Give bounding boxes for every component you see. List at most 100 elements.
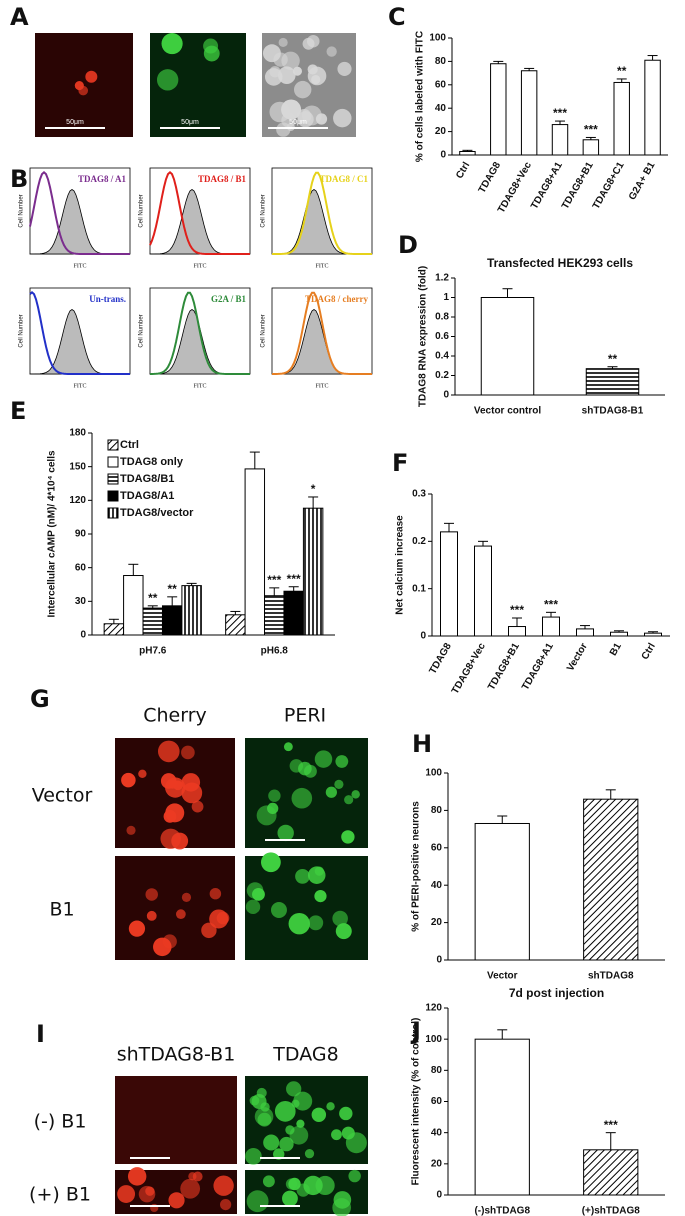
row-label: (-) B1 (34, 1111, 87, 1133)
cell (85, 70, 98, 83)
legend-swatch (107, 473, 119, 485)
chart-title: 7d post injection (509, 986, 604, 1000)
cell (326, 46, 337, 57)
histogram-label: Un-trans. (89, 294, 126, 304)
panel-label: B (10, 165, 28, 193)
panel-label: H (412, 730, 432, 758)
y-axis-label: Net calcium increase (395, 515, 406, 615)
cell (301, 105, 322, 126)
legend-label: TDAG8/B1 (120, 473, 174, 485)
sample-histogram (29, 290, 130, 375)
y-tick-label: 90 (75, 529, 87, 540)
cell (311, 1107, 327, 1123)
panel-label: A (10, 3, 29, 31)
x-axis-label: FITC (193, 263, 206, 269)
bar (582, 139, 600, 156)
cell (293, 80, 312, 99)
cell (138, 769, 147, 779)
legend-label: Ctrl (120, 439, 139, 451)
y-tick-label: 60 (431, 1096, 443, 1107)
y-tick-label: 180 (69, 428, 86, 439)
y-tick-label: 0.4 (435, 351, 449, 362)
bar (520, 70, 538, 156)
bar (583, 798, 639, 961)
y-tick-label: 0.1 (412, 583, 426, 594)
cell (337, 61, 352, 76)
scale-bar-label: 50μm (181, 119, 199, 126)
cell (273, 1148, 285, 1160)
bar (244, 468, 266, 636)
significance: * (311, 482, 316, 496)
x-tick-label: G2A+ B1 (627, 160, 658, 202)
y-tick-label: 100 (425, 1034, 442, 1045)
bar (181, 585, 202, 636)
cell (268, 789, 281, 802)
x-tick-label: TDAG8 (427, 641, 454, 676)
cell (161, 33, 183, 55)
x-tick-label: Vector control (474, 406, 541, 417)
cell (262, 44, 281, 63)
significance: *** (544, 598, 558, 612)
panel-label: I (36, 1020, 45, 1048)
x-tick-label: TDAG8 (477, 160, 504, 195)
cell (286, 122, 295, 132)
cell (332, 910, 348, 927)
sample-histogram (271, 291, 372, 375)
bar (474, 545, 492, 637)
row-label: Vector (32, 785, 93, 807)
cell (216, 911, 230, 925)
bar (551, 124, 569, 156)
significance: *** (553, 106, 567, 120)
y-tick-label: 80 (435, 56, 447, 67)
cell (263, 1134, 280, 1151)
cell (157, 740, 180, 763)
legend-label: TDAG8/A1 (120, 490, 174, 502)
x-axis-label: FITC (315, 263, 328, 269)
cell (288, 912, 311, 935)
cell (307, 866, 326, 884)
histogram-label: TDAG8 / C1 (319, 174, 368, 184)
cell (201, 922, 217, 939)
column-label: Cherry (143, 705, 207, 727)
significance: ** (168, 582, 178, 596)
y-tick-label: 0 (440, 150, 446, 161)
histogram-label: TDAG8 / A1 (78, 174, 127, 184)
significance: *** (267, 573, 281, 587)
panel-label: F (392, 449, 408, 477)
cell (286, 1081, 302, 1097)
sample-histogram (149, 170, 250, 255)
sample-histogram (29, 170, 130, 255)
cell (279, 1136, 294, 1152)
bar (225, 614, 246, 636)
chart-title: Transfected HEK293 cells (487, 256, 633, 270)
x-tick-label: shTDAG8-B1 (582, 406, 644, 417)
y-axis-label: Cell Number (139, 314, 145, 347)
panel-label: J (410, 1017, 421, 1045)
cell (281, 51, 300, 70)
y-tick-label: 40 (431, 880, 443, 891)
cell (341, 830, 355, 844)
cell (127, 1167, 147, 1186)
x-tick-label: Ctrl (640, 641, 658, 662)
x-tick-label: Vector (487, 971, 518, 982)
x-tick-label: TDAG8+A1 (520, 641, 556, 692)
significance: ** (617, 64, 627, 78)
cell (339, 1106, 353, 1121)
cell (326, 1102, 335, 1111)
x-axis-label: FITC (315, 383, 328, 389)
x-axis-label: FITC (73, 383, 86, 389)
bar (610, 631, 628, 637)
legend-swatch (107, 456, 119, 468)
cell (283, 742, 293, 752)
scale-bar-label: 50μm (289, 119, 307, 126)
x-tick-label: Vector (565, 641, 590, 673)
y-tick-label: 0 (420, 631, 426, 642)
cell (296, 1119, 305, 1128)
cell (304, 764, 317, 778)
legend-swatch (107, 490, 119, 502)
y-axis-label: Cell Number (19, 194, 25, 227)
bar (161, 605, 183, 636)
y-axis-label: % of PERI-positive neurons (411, 801, 422, 932)
y-tick-label: 1.2 (435, 273, 449, 284)
y-axis-label: Fluorescent intensity (% of control) (411, 1018, 422, 1186)
